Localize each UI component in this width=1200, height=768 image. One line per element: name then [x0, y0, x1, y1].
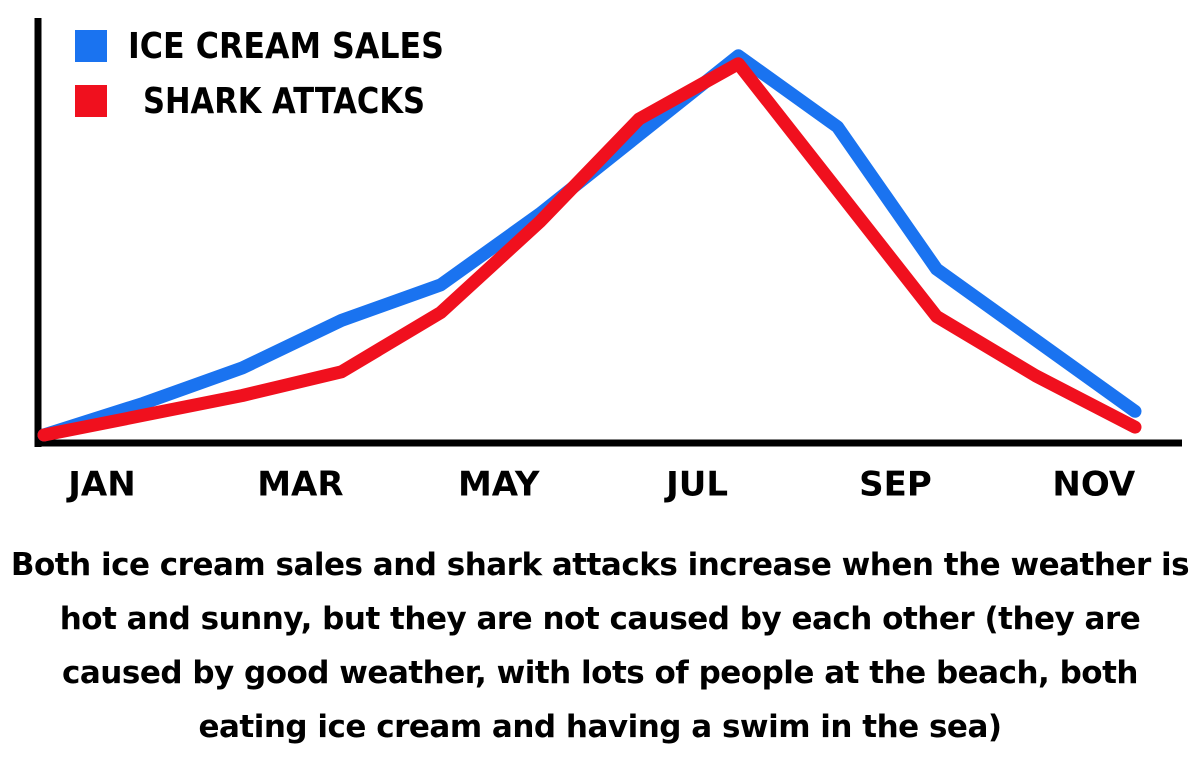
x-tick-label: JAN — [66, 465, 135, 505]
chart: JAN MAR MAY JUL SEP NOV ICE CREAM SALES SHARK A… — [34, 18, 1182, 505]
legend-swatch — [75, 85, 107, 117]
x-tick-label: SEP — [859, 465, 932, 505]
legend-label: ICE CREAM SALES — [128, 26, 444, 67]
legend-swatch — [75, 30, 107, 62]
x-tick-label: NOV — [1052, 465, 1135, 505]
x-tick-label: MAR — [257, 465, 343, 505]
x-tick-label: JUL — [664, 465, 728, 505]
caption: Both ice cream sales and shark attacks i… — [10, 547, 1190, 745]
x-tick-label: MAY — [458, 465, 540, 505]
legend-label: SHARK ATTACKS — [143, 81, 425, 122]
series-line — [37, 57, 1142, 442]
